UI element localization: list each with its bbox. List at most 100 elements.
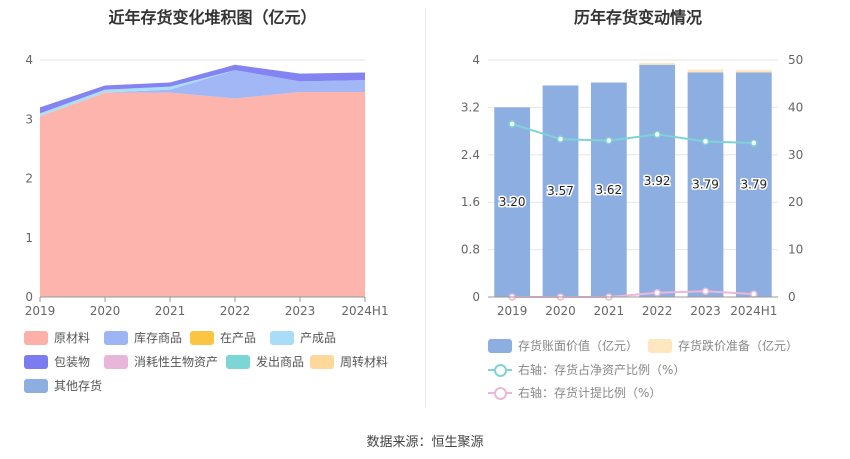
legend-swatch	[226, 354, 250, 369]
stacked-area-chart: 0 1 2 3 4 2019 2020 2021 2022 2023 2024H1	[25, 53, 389, 318]
right-y2-tick-label: 20	[788, 195, 803, 209]
line-point-0	[605, 136, 613, 145]
inventory-stacked-area-panel: 近年存货变化堆积图（亿元） 0 1 2 3 4 2019 2020 2021 2022 2023 2…	[0, 0, 425, 410]
legend-label: 存货跌价准备（亿元）	[678, 339, 799, 353]
left-legend-item[interactable]: 原材料	[24, 329, 90, 346]
right-x-tick-label: 2021	[594, 304, 625, 318]
area-series-原材料	[40, 91, 365, 298]
right-y-tick-label: 3.2	[461, 100, 480, 114]
line-series-0	[511, 123, 754, 144]
right-y2-tick-label: 10	[788, 243, 803, 257]
area-series-包装物	[40, 64, 365, 114]
left-y-tick-label: 1	[25, 231, 33, 245]
right-legend-item[interactable]: 右轴：存货占净资产比例（%）	[488, 361, 685, 378]
inventory-change-panel: 历年存货变动情况 0 0.8 1.6 2.4 3.2 4 0 10 20 30 40 50 3.20 3.…	[426, 0, 850, 410]
right-legend-item[interactable]: 存货跌价准备（亿元）	[648, 337, 798, 354]
bar-impairment	[639, 62, 676, 65]
bar-book-value	[735, 72, 772, 297]
right-x-tick-label: 2019	[497, 304, 528, 318]
left-y-tick-label: 3	[25, 112, 33, 126]
legend-swatch	[310, 354, 334, 369]
right-x-tick-label: 2020	[545, 304, 576, 318]
bar-impairment	[687, 69, 724, 73]
left-x-tick-label: 2020	[90, 304, 121, 318]
legend-swatch	[488, 386, 512, 400]
legend-label: 包装物	[54, 355, 91, 369]
left-chart-title: 近年存货变化堆积图（亿元）	[108, 8, 317, 27]
right-y-tick-label: 0	[472, 290, 480, 304]
left-legend-item[interactable]: 发出商品	[226, 353, 304, 370]
left-legend-item[interactable]: 其他存货	[24, 377, 102, 394]
legend-swatch	[24, 378, 48, 393]
left-x-tick-label: 2019	[25, 304, 56, 318]
legend-swatch	[488, 363, 512, 377]
bar-book-value	[542, 85, 579, 297]
area-series-产成品	[40, 70, 365, 117]
data-source-note: 数据来源：恒生聚源	[366, 435, 484, 450]
right-y-tick-label: 2.4	[461, 148, 480, 162]
legend-label: 产成品	[300, 331, 337, 345]
right-y2-tick-label: 40	[788, 100, 803, 114]
bar-book-value	[639, 64, 676, 298]
right-legend-item[interactable]: 右轴：存货计提比例（%）	[488, 384, 661, 401]
bar-book-value	[590, 82, 627, 297]
area-series-库存商品	[40, 70, 365, 117]
right-y-tick-label: 4	[472, 53, 480, 67]
legend-swatch	[190, 330, 214, 345]
left-x-tick-label: 2022	[220, 304, 251, 318]
left-y-tick-label: 2	[25, 172, 33, 186]
right-y2-tick-label: 0	[788, 290, 796, 304]
left-y-tick-label: 0	[25, 290, 33, 304]
panel-divider	[425, 8, 426, 408]
line-point-0	[653, 130, 661, 139]
left-legend-item[interactable]: 包装物	[24, 353, 90, 370]
bar-impairment	[735, 70, 772, 73]
legend-label: 右轴：存货占净资产比例（%）	[518, 363, 686, 377]
right-x-tick-label: 2023	[690, 304, 721, 318]
right-legend: 存货账面价值（亿元） 存货跌价准备（亿元） 右轴：存货占净资产比例（%） 右轴：存货计…	[426, 0, 850, 410]
line-point-0	[556, 135, 565, 143]
legend-label: 右轴：存货计提比例（%）	[518, 386, 662, 400]
right-x-tick-label: 2022	[642, 304, 673, 318]
bar-data-label: 3.62	[595, 183, 622, 197]
legend-label: 存货账面价值（亿元）	[518, 339, 639, 353]
line-point-1	[701, 287, 710, 296]
left-y-tick-label: 4	[25, 53, 33, 67]
bar-book-value	[687, 72, 724, 297]
legend-swatch	[24, 330, 48, 345]
bar-data-label: 3.79	[692, 178, 719, 192]
left-legend: 原材料 库存商品 在产品 产成品包装物 消耗性生物资产 发出商品 周转材料其他存货	[0, 0, 425, 410]
right-y2-tick-label: 30	[788, 148, 803, 162]
left-legend-item[interactable]: 库存商品	[104, 329, 182, 346]
legend-swatch	[648, 338, 672, 353]
right-y-tick-label: 1.6	[461, 195, 480, 209]
legend-label: 消耗性生物资产	[134, 355, 219, 369]
line-point-0	[508, 120, 516, 128]
bar-data-label: 3.92	[644, 174, 671, 188]
legend-label: 发出商品	[256, 355, 305, 369]
right-y2-tick-label: 50	[788, 53, 803, 67]
left-legend-item[interactable]: 在产品	[190, 329, 256, 346]
left-legend-item[interactable]: 周转材料	[310, 353, 388, 370]
legend-swatch	[488, 338, 512, 353]
right-y-tick-label: 0.8	[461, 243, 480, 257]
legend-label: 原材料	[54, 331, 91, 345]
left-legend-item[interactable]: 消耗性生物资产	[104, 353, 218, 370]
line-point-0	[750, 139, 758, 147]
legend-swatch	[104, 354, 128, 369]
line-point-1	[653, 288, 661, 297]
bar-data-label: 3.57	[547, 184, 574, 198]
left-legend-item[interactable]: 产成品	[270, 329, 336, 346]
right-legend-item[interactable]: 存货账面价值（亿元）	[488, 337, 638, 354]
left-x-tick-label: 2023	[285, 304, 316, 318]
bar-data-label: 3.79	[740, 178, 767, 192]
legend-swatch	[24, 354, 48, 369]
bar-book-value	[494, 107, 531, 298]
legend-label: 周转材料	[340, 355, 389, 369]
legend-swatch	[270, 330, 294, 345]
left-x-tick-label: 2021	[155, 304, 186, 318]
legend-label: 在产品	[220, 331, 257, 345]
legend-label: 库存商品	[134, 331, 183, 345]
right-x-tick-label: 2024H1	[730, 304, 777, 318]
